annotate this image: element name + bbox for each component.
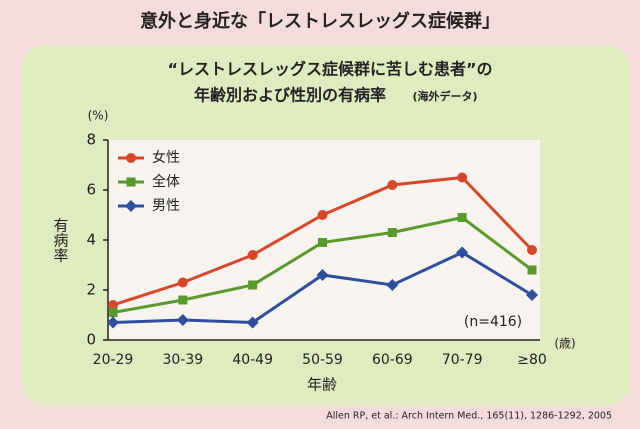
legend-marker [125,200,137,212]
data-point [386,279,399,291]
y-tick-label: 0 [86,331,96,349]
data-point [107,316,119,329]
y-tick-label: 4 [86,231,96,249]
x-tick-label: 50-59 [302,352,343,368]
data-point [177,277,188,288]
y-tick-label: 6 [86,181,96,199]
y-tick-label: 2 [86,281,96,299]
x-tick-label: 70-79 [442,352,483,368]
x-tick-label: 40-49 [232,352,273,368]
x-label: 年齢 [307,376,337,394]
x-tick-label: 60-69 [372,352,413,368]
data-point [526,289,538,301]
data-point [108,308,118,317]
data-point [527,265,537,275]
data-point [457,172,468,183]
x-tick-label: ≥80 [517,352,547,368]
source: Allen RP, et al.: Arch Intern Med., 165(… [326,411,612,422]
chart-subtitle: 年齢別および性別の有病率 [194,86,386,105]
y-unit: (%) [88,109,109,123]
legend-marker [126,153,136,163]
y-label: 有病率 [52,218,70,263]
data-point [178,295,188,305]
chart-title: “レストレスレッグス症候群に苦しむ患者”の [167,60,492,79]
y-tick-label: 8 [86,131,96,149]
legend-label: 全体 [152,173,180,190]
x-tick-label: 30-39 [162,352,203,368]
data-point [456,246,469,259]
data-point [457,213,467,222]
data-point [108,300,118,310]
data-point [316,269,329,281]
data-point [527,245,537,255]
x-tick-label: 20-29 [93,352,134,368]
x-unit: (歳) [554,337,575,351]
data-point [318,238,327,247]
data-point [247,250,258,260]
legend-label: 男性 [152,198,180,214]
data-point [248,280,258,290]
data-point [176,314,189,326]
data-point [246,316,259,329]
data-point [317,210,328,220]
data-point [387,180,398,190]
header: 意外と身近な「レストレスレッグス症候群」 [140,10,500,32]
data-point [387,228,397,237]
legend-marker [126,177,136,187]
subtitle-note: (海外データ) [412,89,477,103]
legend-label: 女性 [152,149,180,166]
annotation: (n=416) [464,314,522,330]
